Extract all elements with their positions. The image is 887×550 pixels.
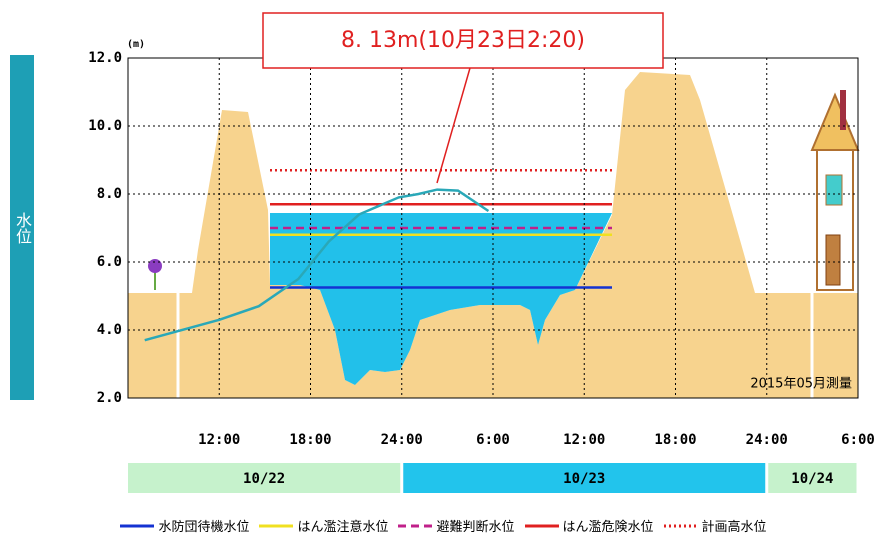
- x-tick-label: 12:00: [198, 432, 240, 448]
- date-label: 10/22: [243, 471, 285, 487]
- legend-item: はん濫危険水位: [524, 516, 654, 535]
- y-axis-label: 水位: [10, 55, 34, 400]
- y-tick-label: 10.0: [88, 118, 122, 134]
- y-unit: (m): [127, 39, 145, 50]
- x-tick-label: 24:00: [746, 432, 788, 448]
- y-tick-label: 8.0: [97, 186, 122, 202]
- date-label: 10/23: [563, 471, 605, 487]
- y-tick-label: 4.0: [97, 322, 122, 338]
- annotation-box: [262, 12, 664, 69]
- legend-item: 計画高水位: [663, 516, 767, 535]
- legend-swatch: [120, 524, 155, 527]
- y-tick-label: 12.0: [88, 50, 122, 66]
- legend-item: はん濫注意水位: [259, 516, 388, 535]
- water-level-line: [144, 188, 490, 342]
- legend: 水防団待機水位 はん濫注意水位 避難判断水位 はん濫危険水位 計画高水位: [0, 516, 887, 535]
- x-tick-label: 24:00: [381, 432, 423, 448]
- house-icon: [810, 90, 860, 291]
- annotation-pointer: [436, 67, 471, 184]
- annotation: 8. 13m(10月23日2:20): [341, 28, 585, 53]
- tree-icon: [148, 259, 162, 290]
- date-band: [403, 463, 766, 493]
- legend-label: はん濫注意水位: [297, 520, 389, 535]
- legend-item: 避難判断水位: [398, 516, 515, 535]
- x-tick-label: 12:00: [563, 432, 605, 448]
- y-tick-label: 2.0: [97, 390, 122, 406]
- x-tick-label: 18:00: [289, 432, 331, 448]
- date-band: [128, 463, 401, 493]
- survey-note: 2015年05月測量: [750, 377, 852, 392]
- x-tick-label: 6:00: [476, 432, 510, 448]
- legend-label: 水防団待機水位: [158, 520, 250, 535]
- legend-swatch: [259, 524, 294, 527]
- legend-swatch: [663, 524, 698, 527]
- chart: (m) 2015年05月測量 8. 13m(10月23日2:20) 2.0 4.0…: [88, 12, 875, 493]
- x-tick-label: 6:00: [841, 432, 875, 448]
- date-band: [768, 463, 857, 493]
- legend-label: 計画高水位: [701, 520, 767, 535]
- river-water: [270, 213, 612, 385]
- legend-label: 避難判断水位: [436, 520, 515, 535]
- date-label: 10/24: [791, 471, 833, 487]
- x-tick-label: 18:00: [654, 432, 696, 448]
- legend-swatch: [398, 524, 433, 527]
- legend-label: はん濫危険水位: [562, 520, 654, 535]
- y-tick-label: 6.0: [97, 254, 122, 270]
- legend-item: 水防団待機水位: [120, 516, 249, 535]
- legend-swatch: [524, 524, 559, 527]
